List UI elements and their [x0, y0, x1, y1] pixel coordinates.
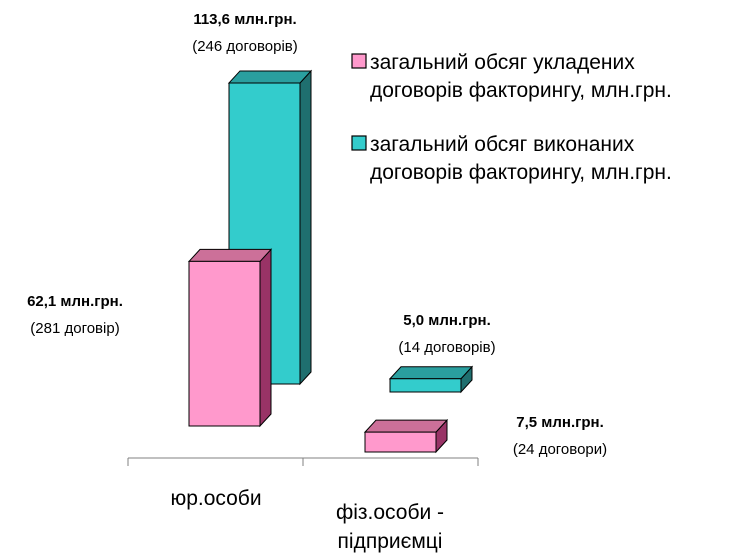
- bar-teal-individual-entrepreneurs: [389, 378, 462, 393]
- data-label-count-s0-c0: (281 договір): [30, 320, 119, 337]
- data-label-count-s1-c0: (246 договорів): [192, 38, 298, 55]
- data-label-value-s0-c1: 7,5 млн.грн.: [516, 414, 604, 431]
- bar-pink-individual-entrepreneurs-top: [363, 419, 449, 433]
- data-label-value-s1-c1: 5,0 млн.грн.: [403, 312, 491, 329]
- legend-swatch-0: [351, 53, 367, 69]
- bar-teal-legal-entities-top: [227, 70, 313, 84]
- bar-teal-individual-entrepreneurs-top: [388, 366, 474, 380]
- legend-swatch-1: [351, 135, 367, 151]
- category-label-1-line-1: підприємці: [338, 530, 443, 553]
- data-label-value-s1-c0: 113,6 млн.грн.: [193, 11, 296, 28]
- category-label-1-line-0: фіз.особи -: [336, 501, 444, 524]
- bar-pink-legal-entities-top: [187, 248, 273, 262]
- legend-label-1-line-0: загальний обсяг виконаних: [370, 133, 635, 156]
- data-label-value-s0-c0: 62,1 млн.грн.: [27, 293, 123, 310]
- bar-teal-legal-entities-side: [299, 69, 312, 386]
- category-label-0-line-0: юр.особи: [170, 487, 261, 510]
- data-label-count-s0-c1: (24 договори): [513, 441, 607, 458]
- legend-label-1-line-1: договорів факторингу, млн.грн.: [370, 161, 672, 184]
- bar-pink-individual-entrepreneurs: [364, 431, 437, 453]
- legend-label-0-line-0: загальний обсяг укладених: [370, 51, 635, 74]
- bar-pink-legal-entities-side: [259, 248, 272, 428]
- data-label-count-s1-c1: (14 договорів): [398, 339, 495, 356]
- bar-pink-legal-entities: [188, 260, 261, 427]
- legend-label-0-line-1: договорів факторингу, млн.грн.: [370, 79, 672, 102]
